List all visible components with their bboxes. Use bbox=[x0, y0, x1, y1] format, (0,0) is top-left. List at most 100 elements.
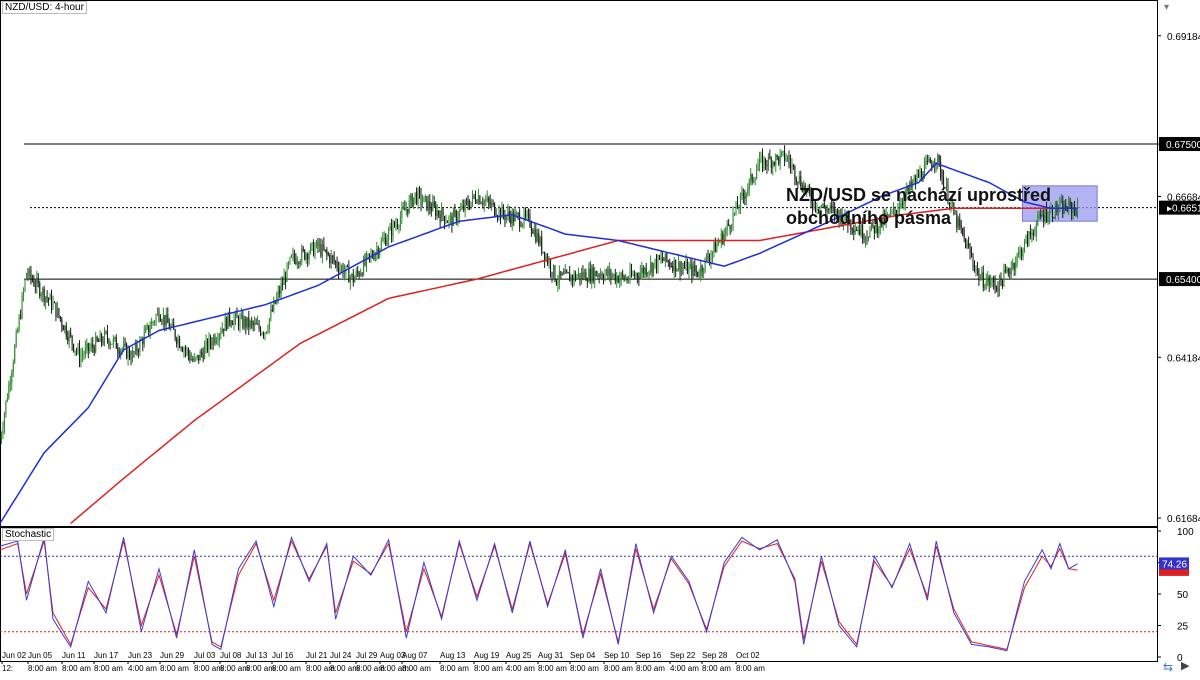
sync-icon[interactable]: ⇆ bbox=[1163, 660, 1174, 674]
candle-body bbox=[937, 154, 939, 163]
stoch-y-tick-label: 0 bbox=[1177, 653, 1183, 664]
candle-body bbox=[1022, 250, 1024, 257]
candle-body bbox=[966, 243, 968, 249]
candle-body bbox=[960, 225, 962, 229]
candle-body bbox=[919, 170, 921, 178]
candle-body bbox=[273, 300, 275, 311]
candle-body bbox=[438, 210, 440, 215]
candle-body bbox=[566, 270, 568, 273]
candle-body bbox=[265, 331, 267, 333]
candle-body bbox=[11, 372, 13, 384]
candle-body bbox=[523, 212, 525, 224]
candle-body bbox=[376, 248, 378, 254]
candle-body bbox=[407, 208, 409, 213]
candle-body bbox=[1075, 209, 1077, 216]
candle-body bbox=[1043, 214, 1045, 221]
candle-body bbox=[744, 196, 746, 199]
candle-body bbox=[984, 287, 986, 289]
candle-body bbox=[632, 274, 634, 276]
candle-body bbox=[689, 264, 691, 267]
candle-body bbox=[698, 275, 700, 277]
scroll-right-icon[interactable]: ▶ bbox=[1181, 660, 1190, 672]
candle-body bbox=[679, 261, 681, 274]
candle-body bbox=[36, 277, 38, 287]
candle-body bbox=[781, 151, 783, 154]
candle-body bbox=[620, 273, 622, 279]
x-tick-time: 4:00 am bbox=[506, 664, 535, 673]
candle-body bbox=[723, 234, 725, 244]
candle-body bbox=[68, 332, 70, 341]
candle-body bbox=[853, 230, 855, 233]
candle-body bbox=[510, 216, 512, 225]
candle-body bbox=[326, 249, 328, 254]
candle-body bbox=[426, 196, 428, 211]
candle-body bbox=[246, 317, 248, 328]
annotation-line-1: NZD/USD se nachází uprostřed bbox=[786, 185, 1052, 205]
candle-body bbox=[892, 207, 895, 212]
candle-body bbox=[311, 242, 313, 245]
candle-body bbox=[881, 218, 883, 226]
candle-body bbox=[255, 322, 257, 325]
candle-body bbox=[267, 328, 269, 332]
candle-body bbox=[1031, 232, 1033, 235]
candle-body bbox=[788, 157, 790, 162]
x-tick-date: Jun 11 bbox=[62, 651, 86, 660]
candle-body bbox=[776, 155, 778, 157]
candle-body bbox=[513, 212, 515, 222]
candle-body bbox=[25, 273, 28, 280]
x-tick-date: Jun 29 bbox=[160, 651, 185, 660]
candle-body bbox=[351, 273, 353, 277]
candle-body bbox=[264, 332, 266, 336]
candle-body bbox=[968, 243, 970, 247]
candle-body bbox=[361, 273, 363, 276]
candle-body bbox=[835, 209, 837, 216]
stoch-k-tag bbox=[1159, 557, 1189, 570]
candle-body bbox=[449, 216, 451, 218]
candle-body bbox=[114, 337, 116, 339]
candle-body bbox=[904, 194, 906, 204]
candle-body bbox=[600, 273, 602, 277]
x-tick-date: Jul 16 bbox=[272, 651, 294, 660]
candle-body bbox=[923, 164, 925, 179]
y-tick-label: 0.69184 bbox=[1167, 32, 1200, 43]
candle-body bbox=[514, 213, 516, 222]
candle-body bbox=[488, 197, 490, 202]
candle-body bbox=[245, 318, 247, 328]
candle-body bbox=[498, 209, 500, 217]
candle-body bbox=[787, 157, 789, 159]
candle-body bbox=[516, 213, 518, 215]
candle-body bbox=[682, 267, 684, 269]
stoch-y-tick-label: 100 bbox=[1177, 527, 1194, 538]
candle-body bbox=[330, 255, 332, 264]
candle-body bbox=[118, 351, 120, 354]
x-tick-time: 8:00 am bbox=[570, 664, 599, 673]
candle-body bbox=[691, 264, 693, 277]
candle-body bbox=[86, 343, 88, 348]
candle-body bbox=[533, 229, 535, 234]
candle-body bbox=[182, 348, 184, 352]
candle-body bbox=[477, 196, 479, 203]
candle-body bbox=[847, 220, 849, 226]
candle-body bbox=[683, 267, 685, 269]
sma-slow-line bbox=[70, 207, 1078, 524]
candle-body bbox=[501, 207, 503, 219]
candle-body bbox=[251, 321, 253, 323]
chevron-down-icon[interactable]: ▾ bbox=[1164, 2, 1170, 13]
candle-body bbox=[820, 206, 822, 208]
candle-body bbox=[557, 282, 559, 285]
price-pane bbox=[0, 0, 1158, 527]
candle-body bbox=[605, 269, 607, 274]
candle-body bbox=[541, 237, 543, 253]
candle-body bbox=[305, 254, 307, 260]
x-tick-time: 8:00 am bbox=[272, 664, 301, 673]
candle-body bbox=[669, 262, 671, 266]
candle-body bbox=[339, 268, 341, 272]
candle-body bbox=[763, 158, 765, 169]
candle-body bbox=[803, 185, 805, 192]
candle-body bbox=[260, 328, 262, 335]
x-tick-date: Oct 02 bbox=[736, 651, 760, 660]
candle-body bbox=[495, 214, 497, 217]
candle-body bbox=[978, 269, 980, 280]
candle-body bbox=[492, 203, 494, 205]
candle-body bbox=[594, 271, 596, 282]
